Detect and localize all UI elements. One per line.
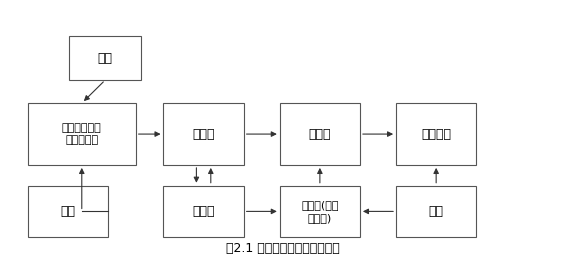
Text: 灯杆: 灯杆 xyxy=(60,205,76,218)
Text: 诱虫灯头: 诱虫灯头 xyxy=(421,128,451,141)
Bar xyxy=(396,186,476,237)
Bar xyxy=(163,186,244,237)
Bar xyxy=(163,103,244,165)
Text: 太阳能电池组
件（方阵）: 太阳能电池组 件（方阵） xyxy=(62,123,102,145)
Bar xyxy=(28,186,108,237)
Text: 蓄电池: 蓄电池 xyxy=(192,205,215,218)
Text: 图2.1 太阳能诱虫灯组成及结构: 图2.1 太阳能诱虫灯组成及结构 xyxy=(225,242,340,255)
Text: 高压网(含升
压电路): 高压网(含升 压电路) xyxy=(301,200,338,222)
Bar xyxy=(396,103,476,165)
Text: 支架: 支架 xyxy=(429,205,444,218)
Bar xyxy=(280,186,360,237)
Text: 阳光: 阳光 xyxy=(98,52,113,64)
Text: 控制器: 控制器 xyxy=(192,128,215,141)
Bar xyxy=(28,103,136,165)
Text: 逆变器: 逆变器 xyxy=(308,128,331,141)
Bar xyxy=(69,36,141,80)
Bar xyxy=(280,103,360,165)
